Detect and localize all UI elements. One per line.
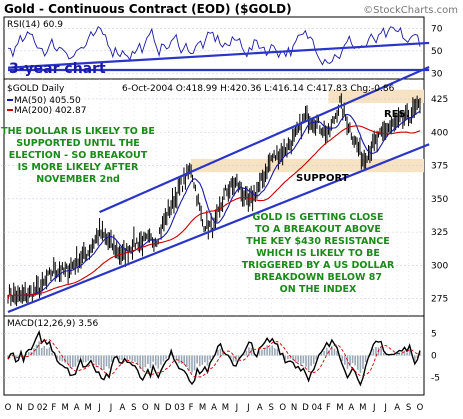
- rsi-label: RSI(14) 60.9: [7, 20, 63, 30]
- x-tick-label: A: [394, 403, 400, 413]
- price-tick-label: 300: [431, 261, 448, 271]
- x-tick-label: A: [211, 403, 217, 413]
- rsi-line: [7, 25, 421, 66]
- x-tick-label: O: [5, 403, 12, 413]
- annotation-gold-line: THE KEY $430 RESISTANCE: [246, 236, 390, 247]
- macd-tick-label: 0: [431, 352, 437, 362]
- x-tick-label: N: [16, 403, 22, 413]
- price-tick-label: 275: [431, 295, 448, 305]
- annotation-gold-line: TRIGGERED BY A US DOLLAR: [242, 260, 395, 271]
- annotation-gold-line: BREAKDOWN BELOW 87: [254, 272, 382, 283]
- x-tick-label: J: [372, 403, 376, 413]
- x-tick-label: M: [222, 403, 229, 413]
- x-tick-label: D: [302, 403, 309, 413]
- price-tick-label: 400: [431, 128, 448, 138]
- ma50-line: [7, 110, 421, 300]
- x-tick-label: 04: [312, 403, 323, 413]
- price-tick-label: 350: [431, 195, 448, 205]
- rsi-tick-label: 70: [431, 24, 443, 34]
- x-tick-label: A: [74, 403, 80, 413]
- x-tick-label: D: [165, 403, 172, 413]
- macd-tick-label: -5: [431, 373, 440, 383]
- macd-line: [7, 329, 421, 387]
- x-tick-label: J: [235, 403, 239, 413]
- symbol-label: $GOLD Daily: [7, 84, 65, 94]
- x-tick-label: M: [359, 403, 366, 413]
- x-tick-label: J: [97, 403, 101, 413]
- x-tick-label: F: [189, 403, 194, 413]
- lower-channel-line: [7, 143, 430, 314]
- macd-label: MACD(12,26,9) 3.56: [7, 319, 99, 329]
- annotation-gold: GOLD IS GETTING CLOSE TO A BREAKOUT ABOV…: [242, 212, 395, 295]
- ma200-label: MA(200) 402.87: [14, 106, 86, 116]
- x-tick-label: M: [336, 403, 343, 413]
- x-tick-label: O: [417, 403, 424, 413]
- resistance-label: RES.: [384, 109, 410, 120]
- x-tick-label: F: [51, 403, 56, 413]
- price-tick-label: 375: [431, 162, 448, 172]
- x-tick-label: J: [246, 403, 250, 413]
- annotation-dollar-line: IS MORE LIKELY AFTER: [18, 162, 139, 173]
- x-tick-label: D: [28, 403, 35, 413]
- period-label: 3-year chart: [9, 61, 106, 77]
- x-tick-label: A: [348, 403, 354, 413]
- annotation-gold-line: GOLD IS GETTING CLOSE: [253, 212, 384, 223]
- resistance-zone: [328, 89, 424, 103]
- x-tick-label: O: [279, 403, 286, 413]
- x-tick-label: N: [291, 403, 297, 413]
- x-tick-label: M: [62, 403, 69, 413]
- x-tick-label: F: [326, 403, 331, 413]
- watermark: ©StockCharts.com: [363, 5, 458, 16]
- upper-channel-line: [99, 66, 430, 214]
- series-layer: [7, 25, 421, 387]
- x-tick-label: S: [406, 403, 411, 413]
- rsi-tick-label: 50: [431, 47, 443, 57]
- x-tick-label: M: [84, 403, 91, 413]
- x-tick-label: J: [109, 403, 113, 413]
- x-tick-label: N: [154, 403, 160, 413]
- annotation-dollar-line: ELECTION - SO BREAKOUT: [9, 150, 148, 161]
- x-tick-label: 03: [174, 403, 185, 413]
- ma50-label: MA(50) 405.50: [14, 96, 81, 106]
- x-tick-label: A: [257, 403, 263, 413]
- grid-layer: [4, 27, 424, 395]
- annotation-dollar: THE DOLLAR IS LIKELY TO BE SUPPORTED UNT…: [1, 126, 155, 185]
- price-tick-label: 325: [431, 228, 448, 238]
- x-tick-label: O: [142, 403, 149, 413]
- ohlc-line: 6-Oct-2004 O:418.99 H:420.36 L:416.14 C:…: [122, 84, 395, 94]
- x-tick-label: A: [120, 403, 126, 413]
- macd-tick-label: 5: [431, 330, 437, 340]
- annotation-dollar-line: NOVEMBER 2nd: [36, 174, 120, 185]
- annotation-dollar-line: THE DOLLAR IS LIKELY TO BE: [1, 126, 155, 137]
- x-tick-label: J: [383, 403, 387, 413]
- annotation-gold-line: TO A BREAKOUT ABOVE: [255, 224, 381, 235]
- macd-signal-line: [7, 339, 421, 378]
- trendline-layer: [7, 41, 430, 314]
- x-tick-label: 02: [37, 403, 48, 413]
- rsi-tick-label: 30: [431, 69, 443, 79]
- annotation-gold-line: ON THE INDEX: [280, 284, 357, 295]
- annotation-dollar-line: SUPPORTED UNTIL THE: [16, 138, 140, 149]
- ma200-line: [7, 125, 421, 300]
- x-tick-label: S: [131, 403, 136, 413]
- x-tick-label: M: [199, 403, 206, 413]
- price-tick-label: 425: [431, 95, 448, 105]
- rsi-upper-trendline: [7, 41, 430, 69]
- annotation-gold-line: WHICH IS LIKELY TO BE: [256, 248, 380, 259]
- chart-title: Gold - Continuous Contract (EOD) ($GOLD): [4, 2, 292, 16]
- x-tick-label: S: [269, 403, 274, 413]
- support-label: SUPPORT: [296, 173, 349, 184]
